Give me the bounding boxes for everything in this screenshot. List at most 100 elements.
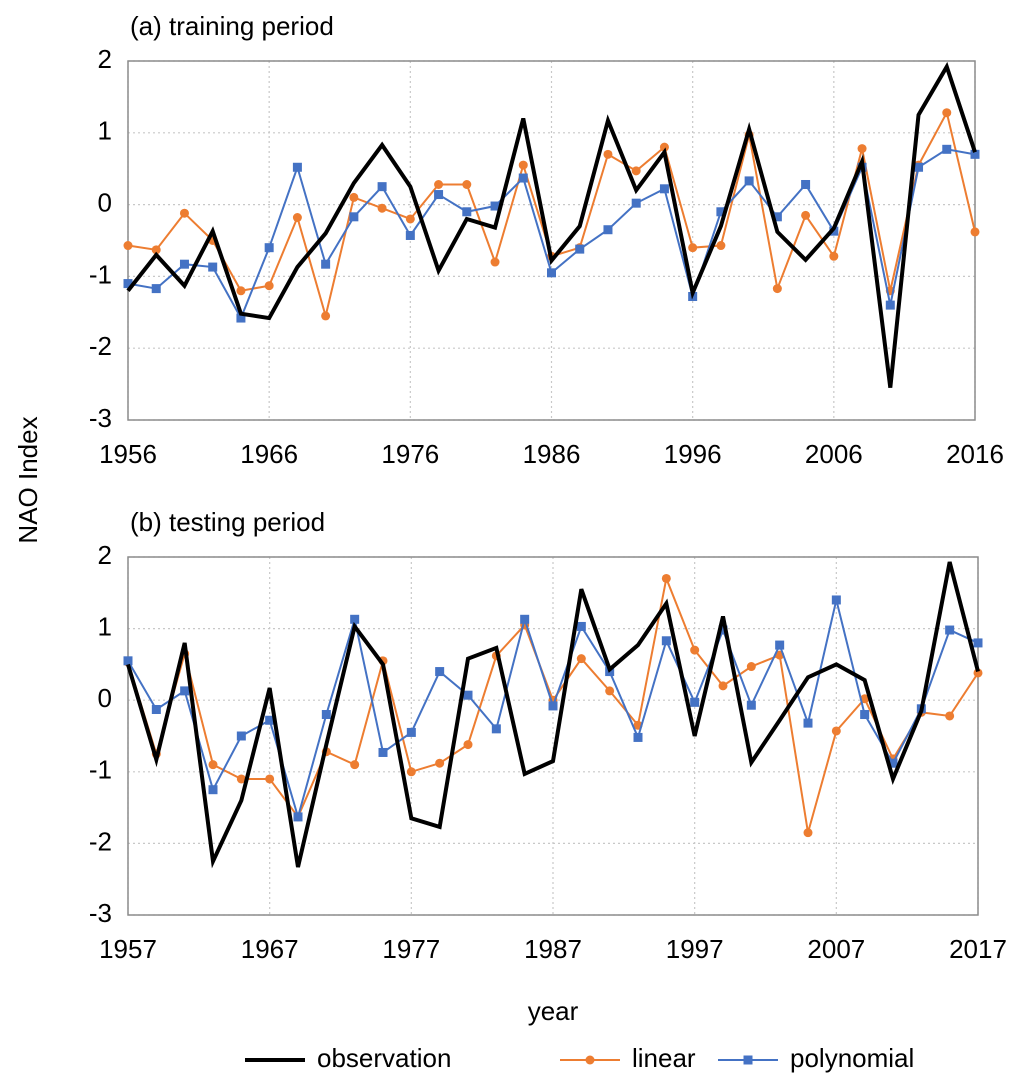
y-tick-label: 2 [98, 44, 112, 74]
marker [775, 640, 785, 650]
marker [746, 700, 756, 710]
marker [914, 162, 924, 172]
marker [265, 715, 275, 725]
marker [377, 203, 387, 213]
marker [661, 573, 671, 583]
marker [888, 758, 898, 768]
marker [575, 244, 585, 254]
marker [462, 179, 472, 189]
marker [860, 710, 870, 720]
marker [945, 625, 955, 635]
series-line [126, 561, 980, 869]
y-tick-label: -2 [89, 331, 112, 361]
marker [236, 774, 246, 784]
marker [378, 747, 388, 757]
marker [718, 681, 728, 691]
x-tick-label: 1977 [382, 934, 440, 964]
y-tick-label: -3 [89, 403, 112, 433]
x-tick-label: 1967 [241, 934, 299, 964]
x-tick-label: 1957 [99, 934, 157, 964]
marker [547, 268, 556, 278]
x-tick-label: 1997 [666, 934, 724, 964]
y-tick-label: 0 [98, 187, 112, 217]
legend-marker [743, 1055, 753, 1065]
marker [151, 245, 161, 255]
legend-marker [585, 1055, 595, 1065]
marker [803, 828, 813, 838]
marker [690, 697, 700, 707]
marker [744, 176, 754, 186]
x-tick-label: 2017 [949, 934, 1007, 964]
y-tick-label: -1 [89, 259, 112, 289]
marker [803, 718, 813, 728]
y-axis-label: NAO Index [13, 416, 43, 543]
marker [518, 160, 528, 170]
marker [435, 667, 445, 677]
marker [945, 711, 955, 721]
marker [659, 184, 669, 194]
marker [973, 638, 983, 648]
marker [208, 785, 218, 795]
marker [490, 257, 500, 267]
marker [321, 259, 331, 269]
marker [772, 284, 782, 294]
marker [434, 190, 444, 200]
legend-label: observation [317, 1043, 451, 1073]
marker [123, 279, 133, 289]
marker [772, 212, 782, 222]
marker [292, 162, 302, 172]
x-axis-label: year [528, 996, 579, 1026]
marker [236, 286, 246, 296]
x-tick-label: 1986 [523, 439, 581, 469]
marker [377, 182, 387, 192]
marker [350, 614, 360, 624]
marker [831, 726, 841, 736]
marker [857, 144, 867, 154]
marker [405, 230, 415, 240]
chart-title: (b) testing period [130, 507, 325, 537]
y-tick-label: 1 [98, 611, 112, 641]
y-tick-label: 0 [98, 683, 112, 713]
marker [718, 625, 728, 635]
marker [603, 149, 613, 159]
marker [631, 198, 641, 208]
marker [179, 208, 189, 218]
marker [491, 724, 501, 734]
x-tick-label: 1987 [524, 934, 582, 964]
marker [406, 767, 416, 777]
marker [605, 686, 615, 696]
y-tick-label: -1 [89, 755, 112, 785]
marker [123, 656, 133, 666]
marker [576, 654, 586, 664]
marker [123, 241, 133, 251]
marker [321, 311, 331, 321]
marker [633, 732, 643, 742]
marker [548, 701, 558, 711]
marker [659, 142, 669, 152]
marker [885, 300, 895, 310]
marker [688, 243, 698, 253]
marker [435, 758, 445, 768]
marker [942, 144, 952, 154]
marker [831, 595, 841, 605]
marker [942, 108, 952, 118]
marker [180, 686, 190, 696]
y-tick-label: -3 [89, 898, 112, 928]
marker [520, 614, 530, 624]
x-tick-label: 1996 [664, 439, 722, 469]
marker [801, 179, 811, 189]
marker [349, 212, 359, 222]
marker [716, 207, 726, 217]
x-tick-label: 2006 [805, 439, 863, 469]
series-line [126, 61, 977, 388]
plot-frame [127, 60, 976, 421]
marker [716, 241, 726, 251]
marker [349, 192, 359, 202]
marker [264, 243, 274, 253]
marker [151, 705, 161, 715]
x-tick-label: 2007 [807, 934, 865, 964]
marker [321, 710, 331, 720]
marker [603, 225, 613, 235]
plot-frame [127, 556, 979, 916]
